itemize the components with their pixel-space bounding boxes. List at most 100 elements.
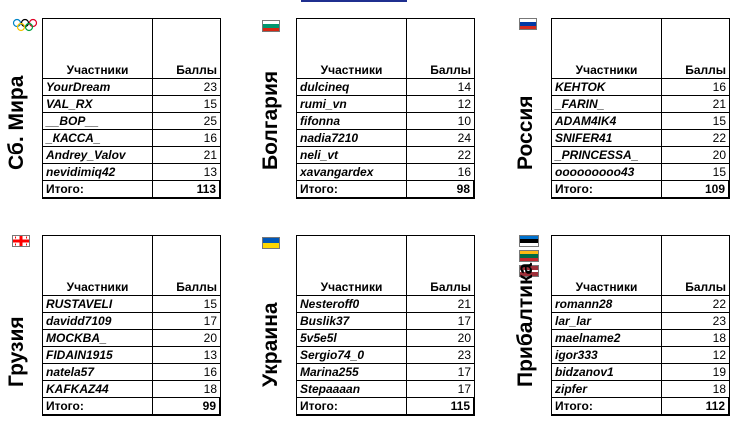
member-name: fifonna (297, 113, 407, 130)
member-score: 16 (407, 164, 475, 181)
russia-flag-icon (519, 18, 537, 30)
member-name: dulcineq (297, 79, 407, 96)
member-name: _PRINCESSA_ (552, 147, 662, 164)
member-score: 17 (153, 313, 221, 330)
team-name: Болгария (259, 70, 282, 170)
score-table: Участники Баллы dulcineq 14 rumi_vn 12 f… (296, 18, 475, 199)
member-score: 22 (662, 130, 730, 147)
member-score: 24 (407, 130, 475, 147)
member-name: FIDAIN1915 (43, 347, 153, 364)
olympic-rings-icon (12, 18, 38, 32)
member-name: rumi_vn (297, 96, 407, 113)
member-name: ooooooooo43 (552, 164, 662, 181)
participants-header: Участники (552, 236, 662, 296)
team-name: Украина (259, 302, 282, 387)
score-table: Участники Баллы romann28 22 lar_lar 23 m… (551, 235, 730, 416)
member-score: 23 (407, 347, 475, 364)
member-name: RUSTAVELI (43, 296, 153, 313)
member-score: 12 (662, 347, 730, 364)
member-score: 19 (662, 364, 730, 381)
member-name: Stepaaaan (297, 381, 407, 398)
team-total: 99 (153, 398, 221, 416)
member-name: 5v5e5l (297, 330, 407, 347)
member-score: 20 (407, 330, 475, 347)
total-label: Итого: (43, 398, 153, 416)
member-score: 13 (153, 164, 221, 181)
member-score: 20 (662, 147, 730, 164)
latvia-flag-icon (519, 265, 539, 277)
georgia-flag-icon (12, 235, 30, 247)
member-score: 12 (407, 96, 475, 113)
member-name: romann28 (552, 296, 662, 313)
member-score: 17 (407, 381, 475, 398)
member-score: 22 (407, 147, 475, 164)
ukraine-flag-icon (262, 237, 280, 249)
participants-header: Участники (43, 236, 153, 296)
member-score: 23 (153, 79, 221, 96)
member-score: 21 (153, 147, 221, 164)
score-header: Баллы (407, 236, 475, 296)
team-block-bulgaria: Болгария Участники Баллы dulcineq 14 rum… (259, 18, 495, 213)
team-name: Грузия (5, 316, 28, 387)
score-table: Участники Баллы YourDream 23 VAL_RX 15 _… (42, 18, 221, 199)
participants-header: Участники (552, 19, 662, 79)
member-score: 15 (153, 96, 221, 113)
member-name: SNIFER41 (552, 130, 662, 147)
member-name: zipfer (552, 381, 662, 398)
member-score: 17 (407, 313, 475, 330)
team-total: 115 (407, 398, 475, 416)
lithuania-flag-icon (519, 250, 539, 262)
member-score: 10 (407, 113, 475, 130)
member-score: 13 (153, 347, 221, 364)
member-name: igor333 (552, 347, 662, 364)
member-name: nadia7210 (297, 130, 407, 147)
member-score: 25 (153, 113, 221, 130)
team-total: 113 (153, 181, 221, 199)
member-name: bidzanov1 (552, 364, 662, 381)
member-name: davidd7109 (43, 313, 153, 330)
member-score: 15 (153, 296, 221, 313)
member-name: YourDream (43, 79, 153, 96)
member-name: nevidimiq42 (43, 164, 153, 181)
score-header: Баллы (662, 19, 730, 79)
member-score: 21 (662, 96, 730, 113)
member-name: Andrey_Valov (43, 147, 153, 164)
member-score: 15 (662, 113, 730, 130)
score-header: Баллы (153, 236, 221, 296)
member-score: 14 (407, 79, 475, 96)
participants-header: Участники (297, 236, 407, 296)
score-header: Баллы (407, 19, 475, 79)
member-name: MOCKBA_ (43, 330, 153, 347)
member-name: maelname2 (552, 330, 662, 347)
total-label: Итого: (43, 181, 153, 199)
team-block-ukraine: Украина Участники Баллы Nesteroff0 21 Bu… (259, 235, 495, 430)
member-name: VAL_RX (43, 96, 153, 113)
team-total: 112 (662, 398, 730, 416)
member-score: 18 (662, 330, 730, 347)
participants-header: Участники (43, 19, 153, 79)
member-score: 18 (662, 381, 730, 398)
team-name: Россия (514, 95, 537, 170)
member-name: xavangardex (297, 164, 407, 181)
member-name: Sergio74_0 (297, 347, 407, 364)
team-total: 109 (662, 181, 730, 199)
member-score: 23 (662, 313, 730, 330)
member-name: ADAM4IK4 (552, 113, 662, 130)
team-block-georgia: Грузия Участники Баллы RUSTAVELI 15 davi… (5, 235, 241, 430)
team-total: 98 (407, 181, 475, 199)
top-accent-line (301, 0, 407, 2)
member-score: 20 (153, 330, 221, 347)
member-name: natela57 (43, 364, 153, 381)
total-label: Итого: (297, 181, 407, 199)
participants-header: Участники (297, 19, 407, 79)
member-score: 17 (407, 364, 475, 381)
member-name: KEHTOK (552, 79, 662, 96)
score-header: Баллы (153, 19, 221, 79)
member-name: __BOP__ (43, 113, 153, 130)
member-name: _FARIN_ (552, 96, 662, 113)
member-score: 16 (153, 130, 221, 147)
member-score: 22 (662, 296, 730, 313)
score-table: Участники Баллы RUSTAVELI 15 davidd7109 … (42, 235, 221, 416)
team-block-baltics: Прибалтика Участники Баллы romann28 22 l… (514, 235, 750, 430)
total-label: Итого: (552, 398, 662, 416)
